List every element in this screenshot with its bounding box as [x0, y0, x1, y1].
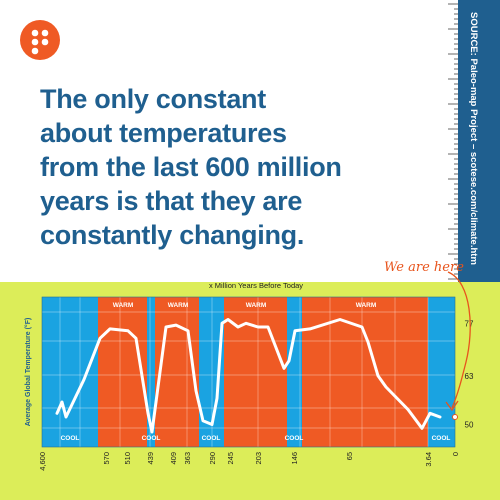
data-point [61, 401, 63, 403]
chart-frame [41, 296, 456, 448]
present-marker [452, 414, 458, 420]
we-are-here-label: We are here [384, 260, 464, 275]
data-point [165, 326, 167, 328]
cool-label: COOL [432, 435, 451, 442]
data-point [227, 318, 229, 321]
x-tick-label: 409 [169, 452, 178, 465]
data-point [421, 427, 423, 429]
y-tick-label: 77 [465, 319, 474, 328]
data-point [211, 423, 213, 426]
x-tick-label: 4,600 [38, 452, 47, 471]
y-axis-label: Average Global Temperature (°F) [24, 318, 32, 427]
warm-band [155, 297, 199, 447]
headline-line: about temperatures [40, 118, 287, 148]
x-tick-label: 3.64 [424, 452, 433, 467]
data-point [283, 367, 285, 369]
data-point [187, 330, 189, 332]
data-point [294, 330, 296, 332]
warm-band [302, 297, 428, 447]
data-point [361, 326, 363, 328]
data-point [127, 330, 129, 332]
data-point [155, 401, 157, 403]
data-point [439, 416, 441, 418]
chart-title: x Million Years Before Today [209, 281, 303, 290]
cool-band [287, 297, 302, 447]
data-point [407, 408, 409, 411]
y-tick-label: 50 [465, 421, 474, 430]
cool-label: COOL [202, 435, 221, 442]
data-point [245, 322, 247, 324]
data-point [135, 337, 137, 339]
we-are-here-arrow [447, 271, 471, 409]
data-point [175, 324, 177, 326]
ruler-decoration [420, 0, 460, 282]
data-point [216, 397, 218, 399]
data-point [339, 318, 341, 321]
warm-band [98, 297, 147, 447]
x-tick-label: 439 [146, 452, 155, 465]
data-point [65, 416, 67, 418]
warm-label: WARM [246, 302, 267, 309]
headline-line: The only constant [40, 84, 266, 114]
data-point [257, 326, 259, 328]
data-point [83, 378, 85, 381]
source-strip: SOURCE: Paleo-map Project – scotese.com/… [458, 0, 500, 282]
data-point [377, 375, 379, 377]
warm-label: WARM [113, 302, 134, 309]
data-point [56, 412, 58, 414]
data-point [99, 337, 101, 339]
warm-label: WARM [356, 302, 377, 309]
data-point [267, 326, 269, 328]
data-point [367, 341, 369, 343]
x-tick-label: 0 [451, 452, 460, 456]
data-point [221, 322, 223, 324]
headline-line: from the last 600 million [40, 152, 342, 182]
cool-label: COOL [142, 435, 161, 442]
cool-label: COOL [61, 435, 80, 442]
warm-band [224, 297, 287, 447]
x-tick-label: 290 [208, 452, 217, 465]
data-point [195, 390, 197, 392]
x-tick-label: 146 [290, 452, 299, 465]
data-point [109, 328, 111, 330]
data-point [237, 326, 239, 328]
y-tick-label: 63 [465, 372, 474, 381]
dots-logo-icon [31, 29, 49, 55]
headline: The only constant about temperatures fro… [40, 82, 420, 252]
x-tick-label: 363 [183, 452, 192, 465]
x-tick-label: 65 [345, 452, 354, 460]
data-point [151, 431, 153, 433]
cool-label: COOL [285, 435, 304, 442]
x-tick-label: 570 [102, 452, 111, 465]
x-tick-label: 203 [254, 452, 263, 465]
arrow-head [445, 400, 459, 412]
headline-line: constantly changing. [40, 220, 305, 250]
x-tick-label: 245 [226, 452, 235, 465]
headline-line: years is that they are [40, 186, 303, 216]
data-point [309, 328, 311, 330]
data-point [385, 386, 387, 388]
warm-label: WARM [168, 302, 189, 309]
logo [20, 20, 60, 60]
x-tick-label: 510 [123, 452, 132, 465]
data-point [429, 412, 431, 414]
data-point [202, 420, 204, 422]
data-point [147, 412, 149, 414]
data-point [288, 360, 290, 362]
